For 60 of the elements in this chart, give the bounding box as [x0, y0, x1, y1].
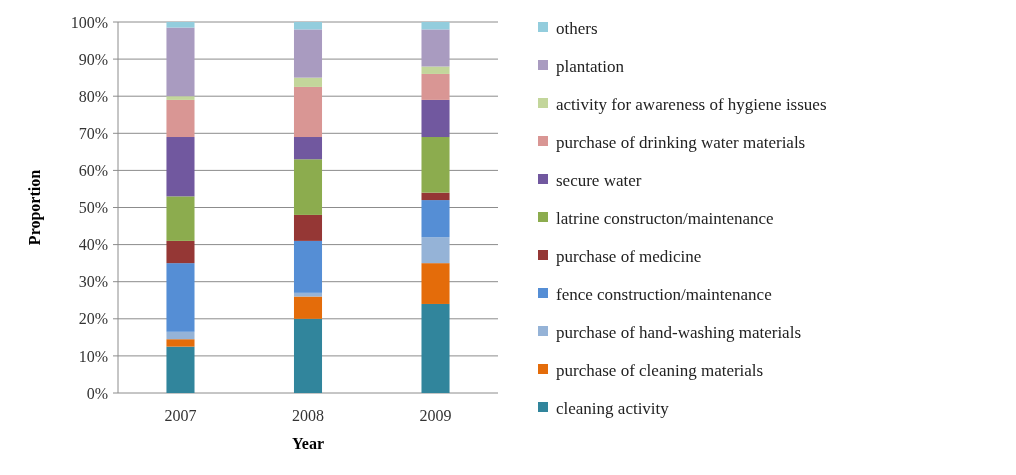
bar [421, 200, 450, 238]
legend-label: purchase of cleaning materials [556, 360, 764, 380]
y-tick-label: 0% [86, 384, 108, 402]
legend-label: purchase of drinking water materials [556, 132, 806, 152]
bar [166, 339, 195, 347]
y-tick-label: 60% [78, 162, 108, 179]
bar [293, 292, 323, 297]
bar [421, 99, 450, 138]
legend-label: latrine constructon/maintenance [556, 208, 774, 228]
y-axis-title: Proportion [26, 169, 44, 246]
y-tick-label: 80% [78, 87, 108, 105]
legend-label: cleaning activity [556, 398, 670, 418]
bar [293, 137, 323, 160]
legend-label: purchase of medicine [556, 246, 702, 266]
bar [293, 214, 323, 241]
bar [166, 263, 195, 332]
bar [421, 237, 450, 264]
x-tick-label: 2009 [419, 407, 452, 424]
legend-label: purchase of hand-washing materials [556, 322, 801, 342]
y-tick-label: 100% [70, 13, 108, 31]
x-tick-label: 2008 [292, 407, 324, 424]
y-tick-label: 70% [78, 124, 108, 142]
bar [421, 22, 450, 30]
y-tick-label: 20% [78, 310, 108, 328]
legend-label: activity for awareness of hygiene issues [556, 94, 827, 114]
bar [293, 240, 323, 293]
bar [421, 66, 450, 74]
bar [166, 99, 195, 138]
x-axis-title: Year [292, 435, 324, 452]
bar [421, 303, 450, 393]
legend-label: secure water [556, 170, 642, 190]
bar [293, 86, 323, 138]
bar [293, 22, 323, 30]
bar [166, 137, 195, 197]
y-tick-label: 10% [78, 347, 108, 365]
bar [166, 196, 195, 241]
bar [166, 346, 195, 393]
x-tick-label: 2007 [164, 407, 197, 424]
bar [293, 77, 323, 87]
bar [421, 192, 450, 201]
y-tick-label: 90% [78, 50, 108, 68]
legend-label: plantation [556, 56, 625, 76]
legend-label: others [556, 18, 598, 38]
y-tick-label: 30% [78, 273, 108, 291]
bar [166, 96, 195, 100]
bar [166, 331, 195, 340]
bar [293, 296, 323, 319]
bar [421, 29, 450, 67]
y-tick-label: 50% [78, 199, 108, 217]
bar [421, 137, 450, 193]
legend-label: fence construction/maintenance [556, 284, 772, 304]
bar [166, 27, 195, 97]
bar [293, 159, 323, 215]
bar [166, 240, 195, 264]
bar [421, 263, 450, 304]
bar [293, 29, 323, 78]
y-tick-label: 40% [78, 236, 108, 254]
bar [421, 73, 450, 100]
bar [293, 318, 323, 393]
bar [166, 22, 195, 28]
